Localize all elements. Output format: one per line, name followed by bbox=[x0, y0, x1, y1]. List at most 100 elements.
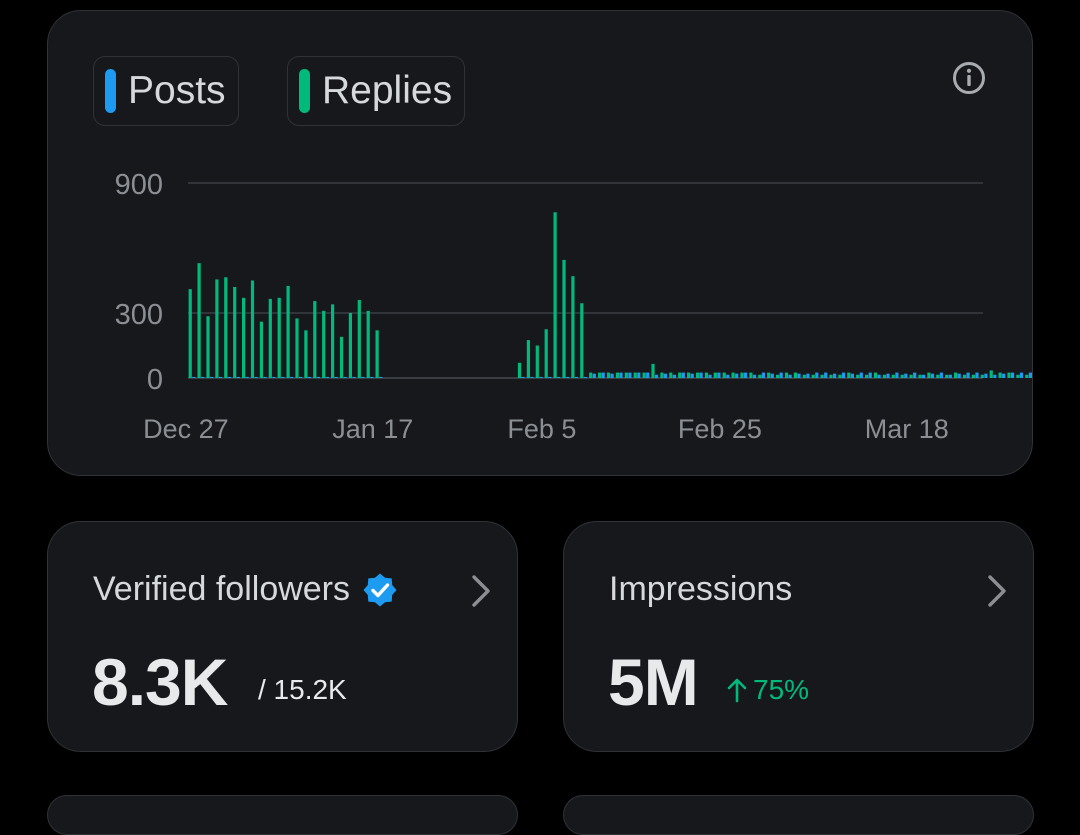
posts-bar[interactable] bbox=[379, 376, 383, 378]
replies-bar[interactable] bbox=[277, 297, 281, 378]
replies-bar[interactable] bbox=[678, 372, 682, 378]
posts-bar[interactable] bbox=[637, 372, 641, 378]
posts-bar[interactable] bbox=[806, 373, 810, 378]
posts-bar[interactable] bbox=[628, 372, 632, 378]
posts-bar[interactable] bbox=[1019, 372, 1024, 378]
posts-bar[interactable] bbox=[859, 372, 863, 378]
posts-bar[interactable] bbox=[699, 372, 703, 378]
replies-bar[interactable] bbox=[606, 372, 611, 378]
posts-bar[interactable] bbox=[192, 376, 196, 378]
replies-bar[interactable] bbox=[642, 372, 646, 378]
posts-bar[interactable] bbox=[539, 376, 543, 378]
posts-bar[interactable] bbox=[966, 372, 970, 378]
replies-bar[interactable] bbox=[962, 374, 967, 378]
posts-bar[interactable] bbox=[218, 376, 223, 378]
posts-bar[interactable] bbox=[1002, 373, 1006, 378]
posts-bar[interactable] bbox=[895, 372, 899, 378]
replies-bar[interactable] bbox=[1025, 374, 1029, 378]
replies-bar[interactable] bbox=[882, 374, 886, 378]
posts-bar[interactable] bbox=[325, 376, 329, 378]
replies-bar[interactable] bbox=[535, 345, 539, 379]
replies-bar[interactable] bbox=[989, 370, 993, 378]
posts-bar[interactable] bbox=[352, 376, 356, 378]
replies-bar[interactable] bbox=[651, 363, 655, 378]
posts-bar[interactable] bbox=[281, 376, 285, 378]
posts-bar[interactable] bbox=[681, 372, 685, 378]
replies-bar[interactable] bbox=[704, 372, 708, 378]
posts-bar[interactable] bbox=[299, 376, 303, 378]
replies-bar[interactable] bbox=[847, 372, 851, 378]
posts-bar[interactable] bbox=[833, 373, 837, 378]
posts-bar[interactable] bbox=[254, 376, 258, 378]
replies-bar[interactable] bbox=[375, 330, 379, 378]
replies-bar[interactable] bbox=[758, 374, 762, 378]
posts-bar[interactable] bbox=[868, 372, 872, 378]
posts-bar[interactable] bbox=[690, 373, 694, 378]
replies-bar[interactable] bbox=[615, 372, 619, 378]
replies-bar[interactable] bbox=[793, 372, 797, 378]
replies-bar[interactable] bbox=[188, 289, 192, 378]
replies-bar[interactable] bbox=[722, 372, 726, 378]
posts-bar[interactable] bbox=[370, 376, 374, 378]
replies-bar[interactable] bbox=[695, 372, 700, 378]
replies-bar[interactable] bbox=[1016, 374, 1020, 378]
replies-bar[interactable] bbox=[197, 263, 201, 378]
replies-bar[interactable] bbox=[740, 372, 744, 378]
replies-bar[interactable] bbox=[713, 372, 717, 378]
replies-bar[interactable] bbox=[838, 374, 842, 378]
posts-bar[interactable] bbox=[939, 372, 943, 378]
posts-bar[interactable] bbox=[850, 373, 854, 378]
posts-bar[interactable] bbox=[779, 372, 783, 378]
posts-bar[interactable] bbox=[841, 372, 846, 378]
replies-bar[interactable] bbox=[206, 316, 210, 378]
next-stat-card-left[interactable] bbox=[47, 795, 518, 835]
posts-bar[interactable] bbox=[788, 374, 792, 378]
posts-bar[interactable] bbox=[655, 374, 659, 378]
chevron-right-icon[interactable] bbox=[467, 572, 495, 610]
replies-bar[interactable] bbox=[517, 362, 522, 378]
posts-bar[interactable] bbox=[566, 376, 570, 378]
legend-replies-toggle[interactable]: Replies bbox=[287, 56, 466, 126]
replies-bar[interactable] bbox=[865, 374, 869, 378]
posts-bar[interactable] bbox=[343, 376, 347, 378]
posts-bar[interactable] bbox=[672, 374, 676, 378]
posts-bar[interactable] bbox=[307, 376, 312, 378]
replies-bar[interactable] bbox=[250, 280, 255, 379]
posts-bar[interactable] bbox=[984, 373, 988, 378]
posts-bar[interactable] bbox=[201, 376, 205, 378]
replies-bar[interactable] bbox=[331, 304, 335, 378]
posts-bar[interactable] bbox=[886, 373, 890, 378]
posts-bar[interactable] bbox=[726, 374, 730, 378]
replies-bar[interactable] bbox=[348, 313, 352, 378]
posts-bar[interactable] bbox=[263, 376, 267, 378]
replies-bar[interactable] bbox=[731, 372, 735, 378]
replies-bar[interactable] bbox=[660, 372, 664, 378]
replies-bar[interactable] bbox=[580, 303, 584, 378]
posts-bar[interactable] bbox=[797, 373, 801, 378]
replies-bar[interactable] bbox=[767, 372, 771, 378]
posts-bar[interactable] bbox=[663, 373, 668, 378]
posts-bar[interactable] bbox=[574, 376, 579, 378]
replies-bar[interactable] bbox=[286, 285, 290, 378]
replies-bar[interactable] bbox=[624, 372, 628, 378]
posts-bar[interactable] bbox=[913, 372, 917, 378]
posts-bar[interactable] bbox=[548, 376, 552, 378]
replies-bar[interactable] bbox=[304, 330, 308, 378]
posts-bar[interactable] bbox=[334, 376, 338, 378]
posts-bar[interactable] bbox=[770, 373, 774, 378]
posts-bar[interactable] bbox=[752, 374, 757, 378]
chevron-right-icon[interactable] bbox=[983, 572, 1011, 610]
replies-bar[interactable] bbox=[224, 277, 228, 378]
posts-bar[interactable] bbox=[744, 372, 748, 378]
posts-bar[interactable] bbox=[619, 372, 623, 378]
replies-bar[interactable] bbox=[918, 374, 922, 378]
replies-bar[interactable] bbox=[784, 372, 789, 378]
replies-bar[interactable] bbox=[598, 372, 602, 378]
posts-bar[interactable] bbox=[735, 373, 739, 378]
legend-posts-toggle[interactable]: Posts bbox=[93, 56, 239, 126]
posts-bar[interactable] bbox=[975, 372, 979, 378]
replies-bar[interactable] bbox=[589, 372, 593, 378]
posts-bar[interactable] bbox=[761, 372, 765, 378]
replies-bar[interactable] bbox=[357, 300, 361, 378]
replies-bar[interactable] bbox=[1007, 372, 1011, 378]
